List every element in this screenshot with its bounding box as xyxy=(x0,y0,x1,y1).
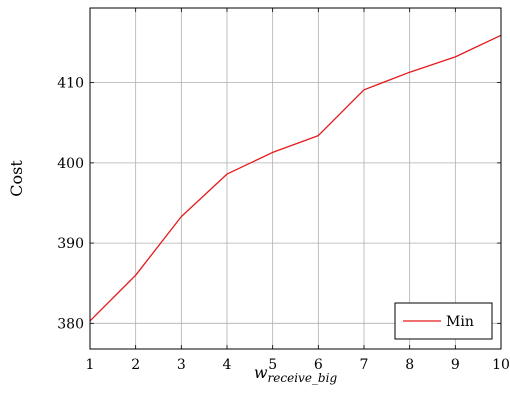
x-axis-label: wreceive_big xyxy=(254,363,338,385)
x-tick-label: 6 xyxy=(314,357,323,373)
y-tick-label: 400 xyxy=(57,156,84,172)
x-tick-label: 7 xyxy=(360,357,369,373)
x-axis-label-subscript: receive_big xyxy=(268,371,338,385)
x-tick-label: 9 xyxy=(451,357,460,373)
x-tick-label: 2 xyxy=(131,357,140,373)
x-tick-label: 4 xyxy=(223,357,232,373)
x-axis-label-main: w xyxy=(254,363,268,382)
x-tick-label: 5 xyxy=(268,357,277,373)
y-axis-label: Cost xyxy=(7,160,26,197)
x-tick-label: 10 xyxy=(492,357,510,373)
series-line-min xyxy=(89,34,502,322)
grid-lines xyxy=(90,8,501,349)
y-tick-label: 380 xyxy=(57,316,84,332)
x-tick-label: 1 xyxy=(86,357,95,373)
y-tick-label: 410 xyxy=(57,76,84,92)
tick-labels: 1 2 3 4 5 6 7 8 9 10 380 390 400 410 xyxy=(57,76,510,373)
legend-label-min: Min xyxy=(446,314,474,330)
plot-frame xyxy=(89,7,502,350)
axis-ticks xyxy=(89,8,502,349)
series-lines xyxy=(89,34,502,322)
legend: Min xyxy=(394,302,493,340)
x-tick-label: 3 xyxy=(177,357,186,373)
y-tick-label: 390 xyxy=(57,236,84,252)
x-tick-label: 8 xyxy=(405,357,414,373)
